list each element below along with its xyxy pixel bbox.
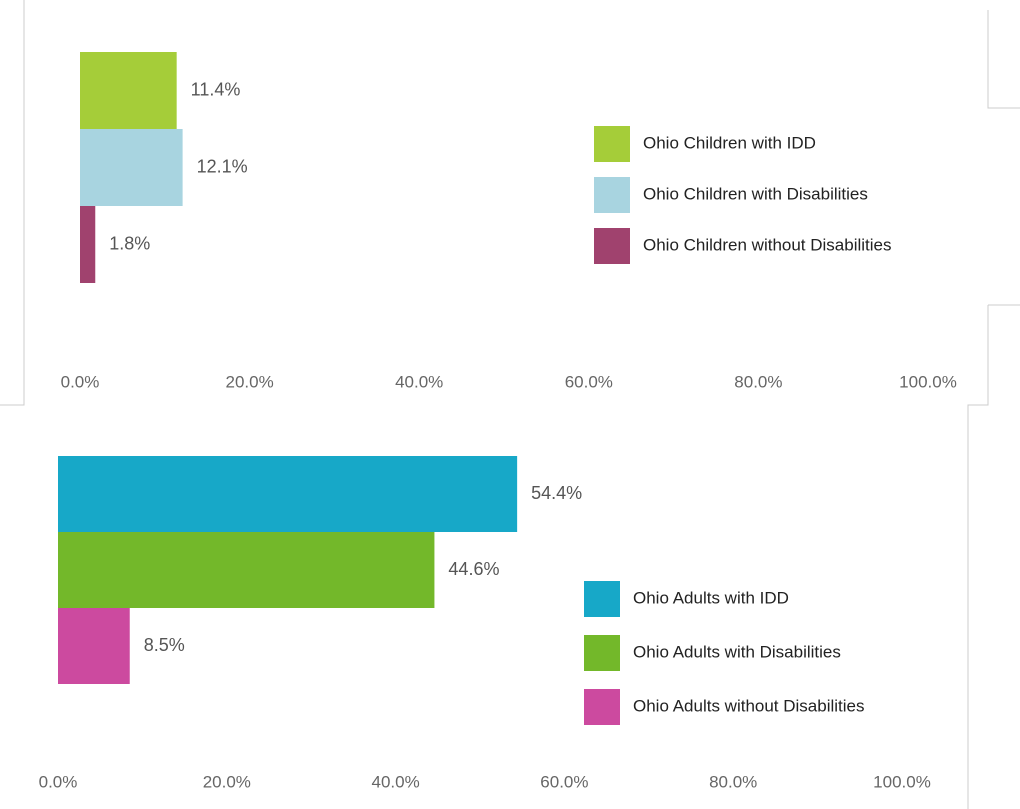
data-label: 44.6%	[448, 559, 499, 579]
legend-swatch	[584, 635, 620, 671]
legend-swatch	[594, 177, 630, 213]
bar	[58, 532, 435, 608]
legend-label: Ohio Adults with Disabilities	[633, 642, 841, 661]
data-label: 1.8%	[109, 233, 150, 253]
legend-label: Ohio Adults with IDD	[633, 588, 789, 607]
x-tick-label: 40.0%	[371, 772, 419, 791]
x-tick-label: 100.0%	[899, 372, 957, 391]
legend-swatch	[594, 126, 630, 162]
bar	[80, 206, 96, 283]
x-tick-label: 80.0%	[709, 772, 757, 791]
legend-swatch	[584, 581, 620, 617]
frame	[967, 304, 1020, 809]
x-tick-label: 100.0%	[873, 772, 931, 791]
x-tick-label: 20.0%	[225, 372, 273, 391]
data-label: 54.4%	[531, 483, 582, 503]
data-label: 8.5%	[144, 635, 185, 655]
legend-label: Ohio Children with IDD	[643, 133, 816, 152]
legend-swatch	[594, 228, 630, 264]
x-tick-label: 60.0%	[565, 372, 613, 391]
x-tick-label: 40.0%	[395, 372, 443, 391]
data-label: 12.1%	[197, 156, 248, 176]
bar	[58, 456, 518, 532]
legend-label: Ohio Adults without Disabilities	[633, 696, 865, 715]
x-tick-label: 60.0%	[540, 772, 588, 791]
legend-label: Ohio Children without Disabilities	[643, 235, 892, 254]
data-label: 11.4%	[191, 79, 241, 99]
bar	[80, 52, 177, 129]
x-tick-label: 80.0%	[734, 372, 782, 391]
frame	[0, 0, 25, 406]
legend-swatch	[584, 689, 620, 725]
frame	[987, 10, 1020, 109]
bar	[58, 608, 130, 684]
x-tick-label: 20.0%	[203, 772, 251, 791]
legend-label: Ohio Children with Disabilities	[643, 184, 868, 203]
bar	[80, 129, 183, 206]
x-tick-label: 0.0%	[39, 772, 78, 791]
x-tick-label: 0.0%	[61, 372, 100, 391]
